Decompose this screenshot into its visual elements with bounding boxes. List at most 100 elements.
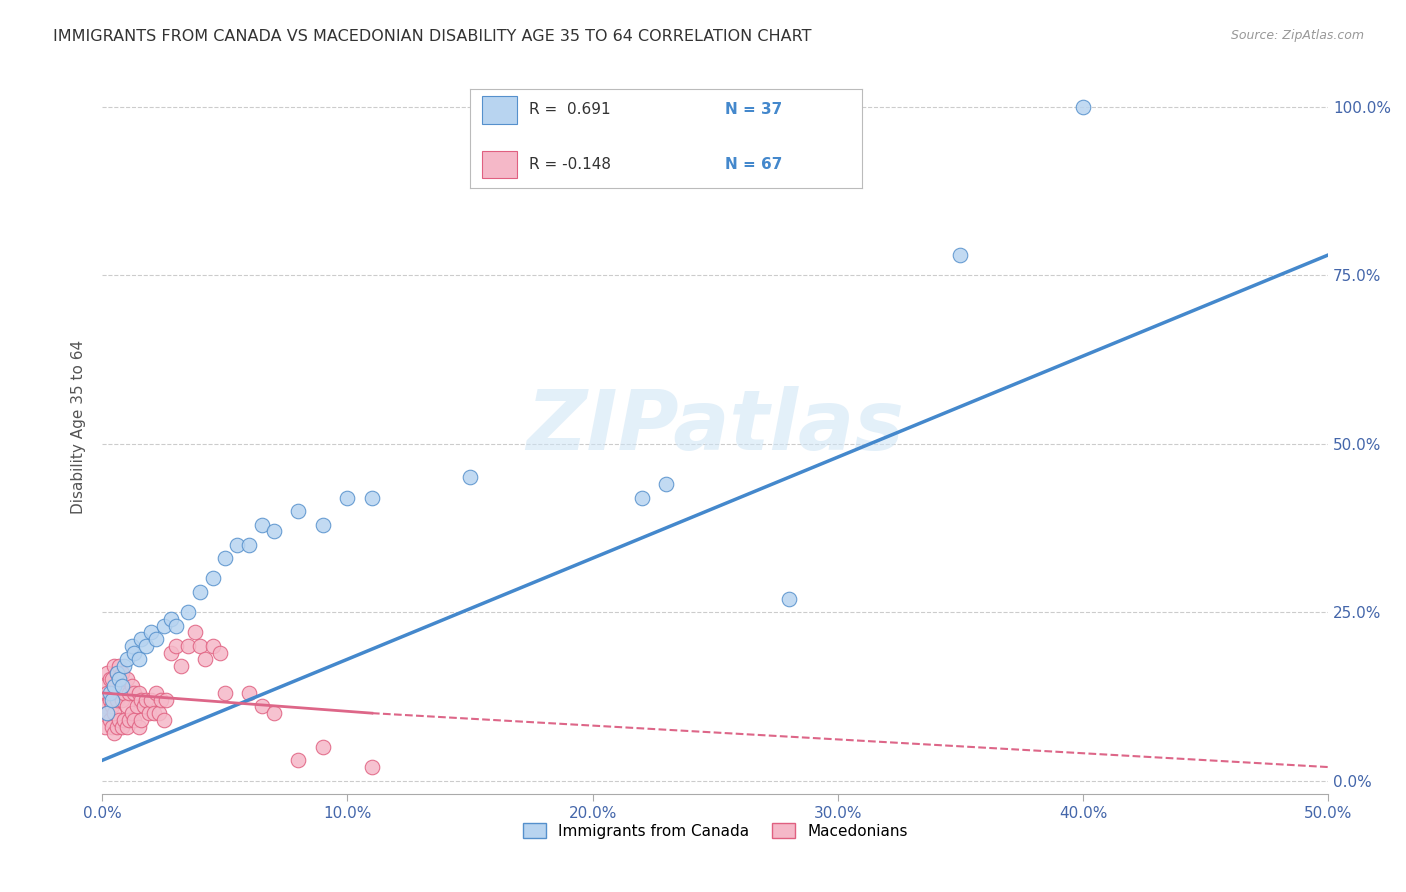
Point — [128, 652, 150, 666]
Point — [361, 491, 384, 505]
Y-axis label: Disability Age 35 to 64: Disability Age 35 to 64 — [72, 340, 86, 514]
Point — [115, 699, 138, 714]
Point — [148, 706, 170, 721]
Point — [142, 706, 165, 721]
Point — [165, 639, 187, 653]
Point — [98, 692, 121, 706]
Point — [103, 659, 125, 673]
Point — [361, 760, 384, 774]
Point — [287, 753, 309, 767]
Point — [112, 713, 135, 727]
Point — [96, 686, 118, 700]
Point — [131, 713, 153, 727]
Point — [226, 538, 249, 552]
Point — [135, 639, 157, 653]
Point — [128, 720, 150, 734]
Point — [287, 504, 309, 518]
Point — [145, 632, 167, 646]
Point — [105, 692, 128, 706]
Point — [201, 639, 224, 653]
Point — [141, 692, 163, 706]
Point — [103, 706, 125, 721]
Point — [103, 686, 125, 700]
Point — [98, 713, 121, 727]
Point — [101, 699, 124, 714]
Point — [98, 673, 121, 687]
Point — [115, 652, 138, 666]
Point — [122, 686, 145, 700]
Point — [208, 646, 231, 660]
Point — [630, 491, 652, 505]
Point — [108, 659, 131, 673]
Point — [128, 686, 150, 700]
Point — [121, 706, 143, 721]
Point — [336, 491, 359, 505]
Point — [96, 706, 118, 721]
Point — [150, 692, 173, 706]
Text: IMMIGRANTS FROM CANADA VS MACEDONIAN DISABILITY AGE 35 TO 64 CORRELATION CHART: IMMIGRANTS FROM CANADA VS MACEDONIAN DIS… — [53, 29, 811, 44]
Point — [201, 571, 224, 585]
Point — [778, 591, 800, 606]
Point — [93, 720, 115, 734]
Point — [263, 706, 285, 721]
Point — [96, 706, 118, 721]
Point — [121, 639, 143, 653]
Point — [101, 673, 124, 687]
Point — [238, 686, 260, 700]
Point — [105, 665, 128, 680]
Point — [312, 517, 335, 532]
Point — [188, 639, 211, 653]
Point — [145, 686, 167, 700]
Point — [103, 726, 125, 740]
Point — [118, 713, 141, 727]
Text: Source: ZipAtlas.com: Source: ZipAtlas.com — [1230, 29, 1364, 42]
Point — [105, 665, 128, 680]
Point — [108, 673, 131, 687]
Point — [214, 686, 236, 700]
Legend: Immigrants from Canada, Macedonians: Immigrants from Canada, Macedonians — [516, 817, 914, 845]
Point — [1071, 100, 1094, 114]
Point — [155, 692, 177, 706]
Point — [458, 470, 481, 484]
Point — [121, 679, 143, 693]
Point — [170, 659, 193, 673]
Point — [152, 618, 174, 632]
Point — [125, 699, 148, 714]
Point — [101, 692, 124, 706]
Point — [152, 713, 174, 727]
Point — [238, 538, 260, 552]
Point — [263, 524, 285, 539]
Point — [131, 692, 153, 706]
Point — [132, 699, 155, 714]
Point — [101, 720, 124, 734]
Point — [108, 713, 131, 727]
Point — [93, 679, 115, 693]
Point — [655, 477, 678, 491]
Point — [112, 686, 135, 700]
Point — [111, 679, 134, 693]
Point — [177, 605, 200, 619]
Point — [122, 646, 145, 660]
Point — [122, 713, 145, 727]
Point — [105, 720, 128, 734]
Point — [111, 720, 134, 734]
Point — [194, 652, 217, 666]
Text: ZIPatlas: ZIPatlas — [526, 386, 904, 467]
Point — [93, 699, 115, 714]
Point — [108, 686, 131, 700]
Point — [188, 585, 211, 599]
Point — [214, 551, 236, 566]
Point — [103, 679, 125, 693]
Point — [250, 517, 273, 532]
Point — [949, 248, 972, 262]
Point — [118, 686, 141, 700]
Point — [312, 739, 335, 754]
Point — [177, 639, 200, 653]
Point — [115, 673, 138, 687]
Point — [250, 699, 273, 714]
Point — [135, 692, 157, 706]
Point — [111, 692, 134, 706]
Point — [96, 665, 118, 680]
Point — [112, 659, 135, 673]
Point — [98, 686, 121, 700]
